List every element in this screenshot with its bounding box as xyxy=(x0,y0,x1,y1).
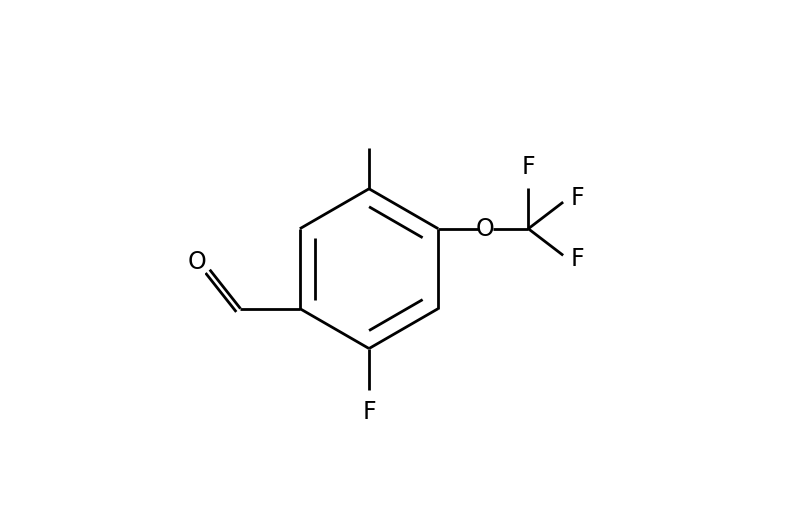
Text: O: O xyxy=(188,251,207,275)
Text: O: O xyxy=(476,217,494,240)
Text: F: F xyxy=(570,247,584,271)
Text: F: F xyxy=(570,186,584,210)
Text: F: F xyxy=(522,155,535,179)
Text: F: F xyxy=(362,400,376,424)
